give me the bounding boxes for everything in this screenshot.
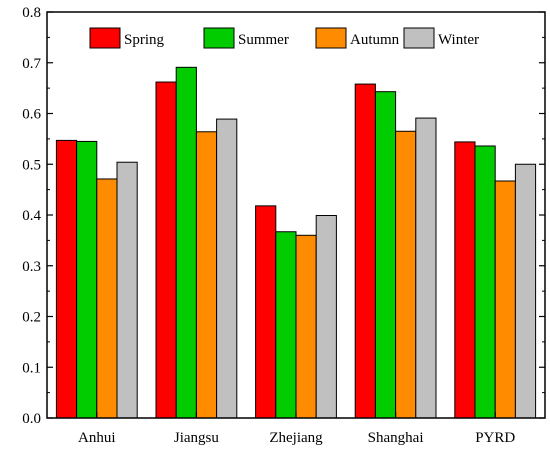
bar-autumn-zhejiang [295, 234, 317, 419]
bar-winter-jiangsu [216, 118, 238, 419]
x-tick-label: Shanghai [368, 430, 424, 446]
bar-summer-anhui [76, 140, 98, 419]
bar-winter-shanghai [415, 117, 437, 419]
legend-label-winter: Winter [438, 32, 479, 48]
bar-winter-zhejiang [315, 215, 337, 419]
bar-summer-zhejiang [275, 231, 297, 419]
y-tick-label: 0.0 [22, 411, 41, 427]
bar-winter-pyrd [514, 163, 537, 419]
bar-autumn-pyrd [494, 180, 516, 419]
legend-label-summer: Summer [238, 32, 289, 48]
y-tick-label: 0.1 [22, 360, 41, 376]
bar-summer-pyrd [474, 145, 496, 419]
legend: Spring Summer Autumn Winter [89, 27, 479, 49]
bar-spring-shanghai [354, 83, 376, 419]
bars-group [55, 66, 537, 419]
y-tick-label: 0.5 [22, 157, 41, 173]
x-tick-label: Jiangsu [174, 430, 220, 446]
x-tick-label: PYRD [475, 430, 515, 446]
x-tick-label: Zhejiang [269, 430, 323, 446]
bar-winter-anhui [116, 161, 138, 419]
legend-swatch-spring [89, 27, 121, 49]
y-tick-label: 0.7 [22, 56, 41, 72]
y-tick-label: 0.8 [22, 5, 41, 21]
y-tick-label: 0.3 [22, 259, 41, 275]
y-tick-label: 0.2 [22, 310, 41, 326]
bar-autumn-jiangsu [195, 131, 218, 419]
y-tick-label: 0.6 [22, 107, 41, 123]
legend-label-autumn: Autumn [350, 32, 400, 48]
legend-swatch-summer [203, 27, 235, 49]
y-axis: 0.0 0.1 0.2 0.3 0.4 0.5 0.6 0.7 0.8 [22, 5, 545, 427]
legend-swatch-autumn [315, 27, 347, 49]
bar-spring-zhejiang [255, 205, 277, 419]
bar-spring-jiangsu [155, 81, 177, 419]
bar-spring-pyrd [454, 141, 476, 419]
bar-autumn-shanghai [395, 130, 417, 419]
x-axis: Anhui Jiangsu Zhejiang Shanghai PYRD [78, 412, 515, 446]
y-tick-label: 0.4 [22, 208, 41, 224]
legend-label-spring: Spring [124, 32, 165, 48]
bar-summer-jiangsu [175, 66, 197, 419]
bar-summer-shanghai [374, 91, 397, 419]
bar-spring-anhui [55, 139, 78, 419]
legend-swatch-winter [403, 27, 435, 49]
x-tick-label: Anhui [78, 430, 116, 446]
bar-autumn-anhui [96, 178, 118, 419]
